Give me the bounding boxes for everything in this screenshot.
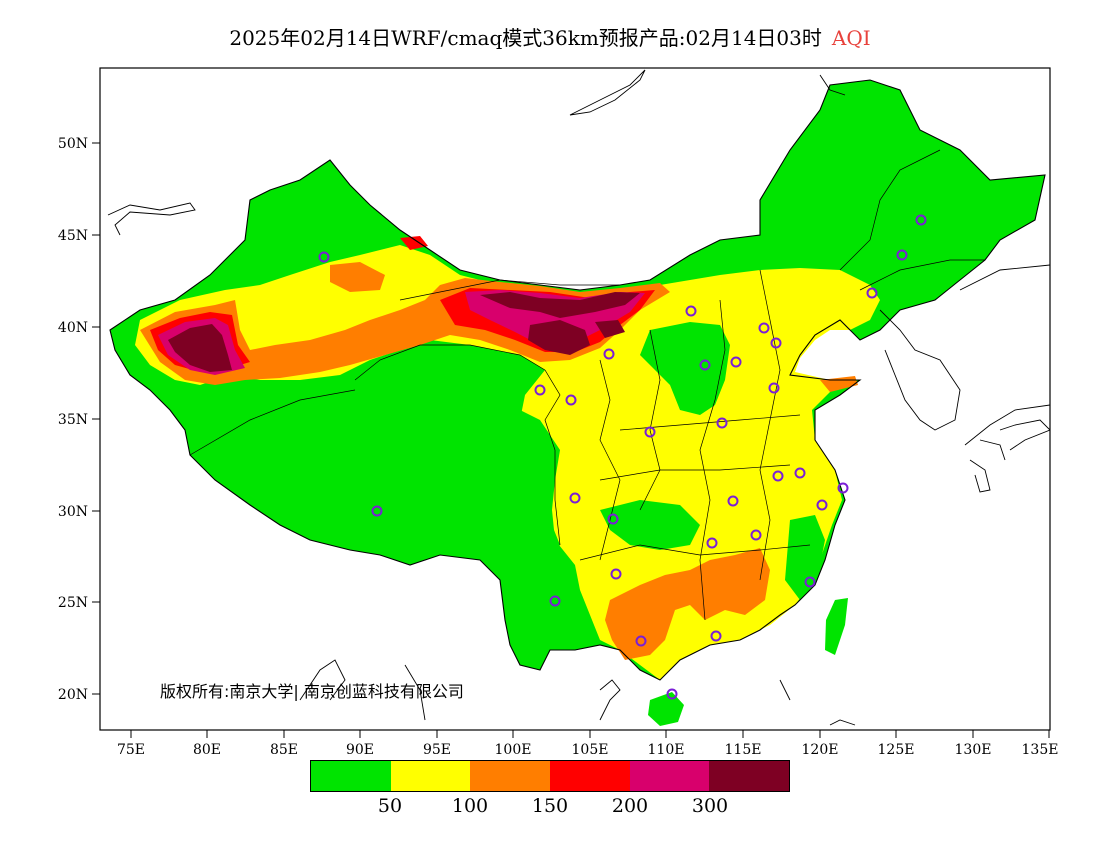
station-marker <box>866 287 878 299</box>
hainan-island <box>648 692 684 726</box>
station-marker <box>794 467 806 479</box>
aqi-colorbar <box>310 760 790 792</box>
lon-label: 110E <box>648 742 685 758</box>
aqi-pocket-shanxi <box>640 322 730 415</box>
legend-swatch-usg <box>470 761 551 791</box>
map-layer: 版权所有:南京大学| 南京创蓝科技有限公司 <box>107 69 1050 726</box>
aqi-pocket-fujian <box>785 515 825 600</box>
station-marker <box>706 537 718 549</box>
station-marker <box>804 576 816 588</box>
legend-label: 150 <box>531 795 569 817</box>
plot-frame <box>99 67 1051 731</box>
lon-axis <box>130 730 1050 738</box>
station-marker <box>768 382 780 394</box>
lat-label: 40N <box>58 320 88 336</box>
lat-label: 45N <box>58 228 88 244</box>
station-marker <box>534 384 546 396</box>
station-marker <box>371 505 383 517</box>
country-outline <box>109 79 1046 681</box>
lat-label: 30N <box>58 504 88 520</box>
title-variable: AQI <box>831 26 871 50</box>
station-marker <box>750 529 762 541</box>
station-marker <box>915 214 927 226</box>
lat-label: 50N <box>58 136 88 152</box>
legend-swatch-moderate <box>390 761 471 791</box>
legend-swatch-good <box>311 761 391 791</box>
station-marker <box>727 495 739 507</box>
station-marker <box>710 630 722 642</box>
lon-label: 130E <box>955 742 992 758</box>
lat-label: 25N <box>58 595 88 611</box>
station-marker <box>685 305 697 317</box>
station-marker <box>644 426 656 438</box>
title-main: 2025年02月14日WRF/cmaq模式36km预报产品:02月14日03时 <box>229 26 822 50</box>
station-markers <box>318 214 927 700</box>
aqi-pocket-sw <box>600 500 700 550</box>
aqi-spot-red-1 <box>400 236 428 250</box>
aqi-region-hazardous <box>168 324 232 372</box>
aqi-region-hazardous-2 <box>480 292 640 318</box>
station-marker <box>730 356 742 368</box>
lon-label: 90E <box>346 742 374 758</box>
lat-label: 35N <box>58 412 88 428</box>
station-marker <box>635 635 647 647</box>
station-marker <box>816 499 828 511</box>
lat-axis <box>92 142 100 695</box>
station-marker <box>569 492 581 504</box>
legend-swatch-unhealthy <box>550 761 630 791</box>
station-marker <box>610 568 622 580</box>
map-title: 2025年02月14日WRF/cmaq模式36km预报产品:02月14日03时 A… <box>0 22 1100 51</box>
legend-label: 200 <box>611 795 649 817</box>
station-marker <box>565 394 577 406</box>
station-marker <box>603 348 615 360</box>
lon-label: 105E <box>572 742 609 758</box>
lon-label: 100E <box>495 742 532 758</box>
taiwan-island <box>825 598 848 655</box>
legend-label: 300 <box>691 795 729 817</box>
station-marker <box>549 595 561 607</box>
lat-label: 20N <box>58 687 88 703</box>
lat-labels: 50N 45N 40N 35N 30N 25N 20N <box>58 136 88 703</box>
lon-label: 85E <box>270 742 298 758</box>
aqi-spot-north <box>330 262 385 292</box>
lon-label: 135E <box>1022 742 1059 758</box>
lon-label: 120E <box>802 742 839 758</box>
lon-label: 115E <box>725 742 762 758</box>
aqi-pocket-tibet <box>355 345 560 560</box>
legend-swatch-very-unhealthy <box>629 761 710 791</box>
province-boundaries <box>189 149 985 621</box>
aqi-region-hazardous-4 <box>595 320 625 338</box>
legend-swatch-hazardous <box>709 761 790 791</box>
station-marker <box>716 417 728 429</box>
lon-label: 95E <box>423 742 451 758</box>
lon-label: 75E <box>117 742 145 758</box>
station-marker <box>758 322 770 334</box>
aqi-region-usg-south <box>605 548 770 660</box>
station-marker <box>318 251 330 263</box>
station-marker <box>896 249 908 261</box>
aqi-region-hazardous-3 <box>528 320 590 355</box>
station-marker <box>772 470 784 482</box>
copyright-credit: 版权所有:南京大学| 南京创蓝科技有限公司 <box>160 682 464 701</box>
station-marker <box>837 482 849 494</box>
lon-label: 125E <box>878 742 915 758</box>
legend-label: 50 <box>377 795 403 817</box>
lon-label: 80E <box>193 742 221 758</box>
station-marker <box>770 337 782 349</box>
station-marker <box>607 513 619 525</box>
station-marker <box>699 359 711 371</box>
station-marker <box>666 688 678 700</box>
legend-label: 100 <box>451 795 489 817</box>
neighbor-coastlines <box>107 69 1050 726</box>
lon-labels: 75E 80E 85E 90E 95E 100E 105E 110E 115E … <box>117 742 1059 758</box>
